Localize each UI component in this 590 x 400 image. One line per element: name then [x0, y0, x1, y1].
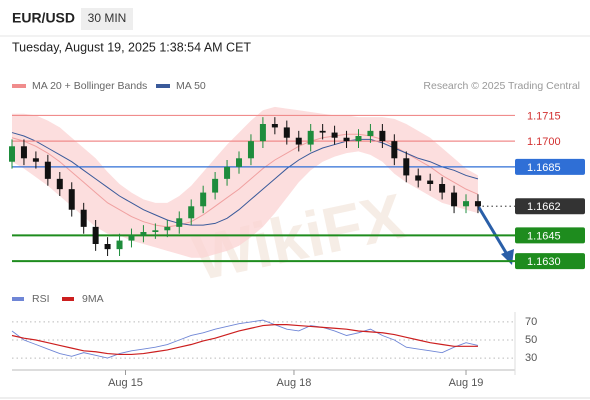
- level-box: [515, 253, 585, 270]
- y-tick-label: 70: [525, 316, 537, 328]
- candle-body: [427, 180, 434, 184]
- candle-body: [56, 178, 63, 190]
- legend-swatch: [156, 84, 170, 88]
- candle-body: [92, 226, 99, 244]
- level-label: 1.1715: [527, 110, 561, 122]
- candle-body: [415, 175, 422, 181]
- candle-body: [116, 240, 123, 250]
- candle-body: [355, 136, 362, 142]
- credit: Research © 2025 Trading Central: [423, 80, 580, 92]
- candle-body: [247, 141, 254, 159]
- forecast-arrow: [476, 205, 510, 257]
- candle-body: [331, 132, 338, 138]
- y-tick-label: 30: [525, 352, 537, 364]
- bollinger-band: [12, 106, 478, 258]
- x-tick-label: Aug 19: [449, 377, 484, 389]
- y-tick-label: 50: [525, 334, 537, 346]
- ma20-line: [11, 133, 479, 228]
- candle-body: [80, 209, 87, 227]
- candle-body: [379, 130, 386, 142]
- candle-body: [295, 137, 302, 145]
- candle-body: [164, 226, 171, 231]
- symbol: EUR/USD: [12, 10, 75, 26]
- candle-body: [236, 158, 243, 167]
- level-box: [515, 227, 585, 244]
- level-label: 1.1662: [527, 201, 561, 213]
- level-label: 1.1685: [527, 162, 561, 174]
- x-tick-label: Aug 15: [108, 377, 143, 389]
- level-label: 1.1630: [527, 256, 561, 268]
- candle-body: [140, 232, 147, 236]
- candle-body: [224, 166, 231, 179]
- legend-label: RSI: [32, 293, 50, 305]
- candle-body: [403, 158, 410, 176]
- candle-body: [283, 127, 290, 138]
- level-box: [515, 158, 585, 175]
- rsi-line: [11, 319, 479, 359]
- candle-body: [474, 201, 481, 207]
- rsi-line: [11, 324, 478, 356]
- legend-label: MA 50: [176, 80, 206, 92]
- legend-swatch: [12, 297, 24, 301]
- timeframe: 30 MIN: [88, 11, 127, 25]
- ma50-line: [11, 132, 479, 226]
- timeframe-box: [81, 8, 133, 30]
- candle-body: [200, 192, 207, 207]
- candle-body: [271, 124, 278, 128]
- candle-body: [176, 218, 183, 227]
- candle-body: [307, 130, 314, 145]
- level-label: 1.1645: [527, 230, 561, 242]
- candle-body: [44, 161, 51, 179]
- candle-body: [343, 137, 350, 142]
- candle-body: [9, 146, 15, 162]
- date: Tuesday, August 19, 2025 1:38:54 AM CET: [12, 40, 251, 54]
- candle-body: [463, 201, 470, 207]
- x-tick-label: Aug 18: [277, 377, 312, 389]
- legend-swatch: [62, 297, 74, 301]
- candle-body: [439, 184, 446, 193]
- candle-body: [104, 244, 111, 250]
- candle-body: [259, 124, 266, 142]
- level-box: [515, 198, 585, 215]
- candle-body: [188, 206, 195, 219]
- candle-body: [319, 130, 326, 133]
- candle-body: [68, 189, 75, 210]
- legend-label: 9MA: [82, 293, 104, 305]
- candle-body: [212, 178, 219, 193]
- candle-body: [20, 146, 27, 159]
- candle-body: [152, 230, 159, 232]
- candle-body: [451, 192, 458, 207]
- legend-label: MA 20 + Bollinger Bands: [32, 80, 147, 92]
- candle-body: [32, 158, 39, 162]
- level-label: 1.1700: [527, 136, 561, 148]
- candle-body: [367, 130, 374, 136]
- candle-body: [128, 235, 135, 241]
- legend-swatch: [12, 84, 26, 88]
- candle-body: [391, 141, 398, 159]
